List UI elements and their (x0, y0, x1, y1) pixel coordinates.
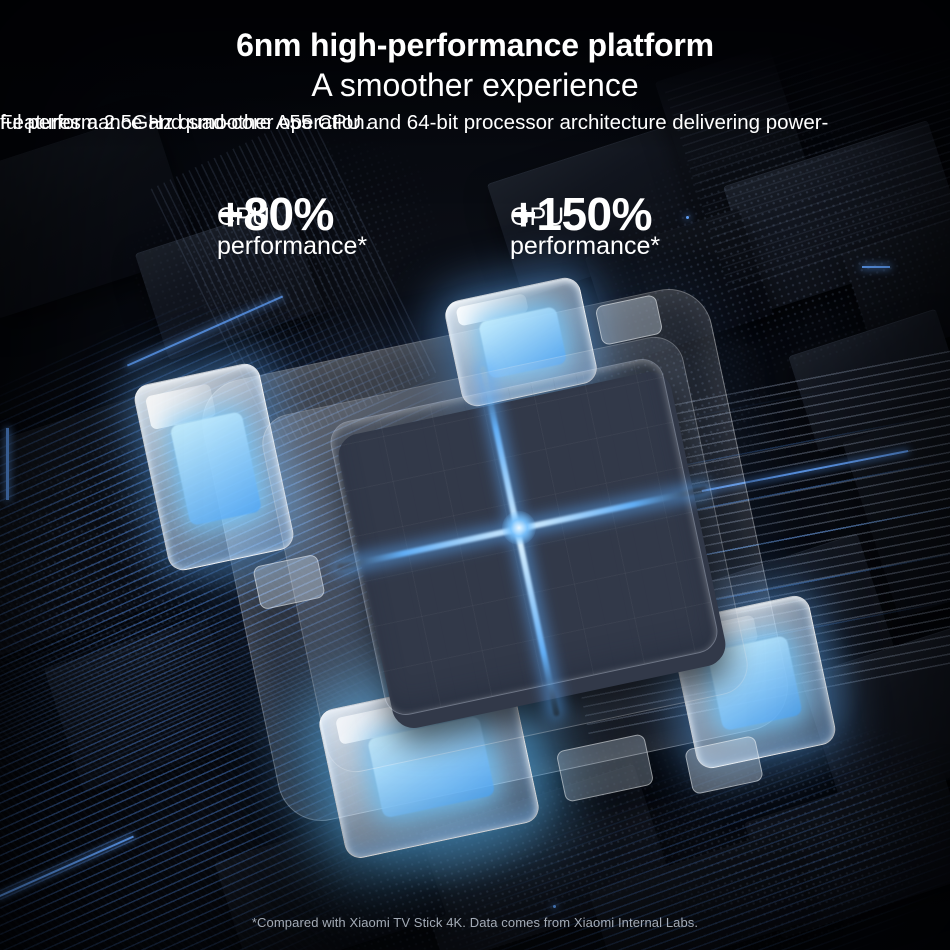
footnote: *Compared with Xiaomi TV Stick 4K. Data … (251, 915, 699, 930)
description-line-1: Features a 2.5GHz quad-core A55 CPU and … (0, 111, 829, 134)
description-line-2: ful performance and smoother operation. (0, 111, 371, 134)
glow-accent (686, 216, 689, 219)
cpu-stat-value: +80% (217, 188, 334, 240)
glow-accent (6, 428, 9, 500)
glow-accent (862, 266, 890, 268)
page-title: 6nm high-performance platform (236, 27, 714, 63)
top-shade-gradient (0, 0, 950, 150)
page-subtitle: A smoother experience (311, 67, 639, 103)
cpu-stat-label: CPU performance* (217, 203, 368, 260)
glow-accent (553, 905, 556, 908)
gpu-stat-label: GPU performance* (510, 203, 661, 260)
gpu-stat-value: +150% (510, 188, 653, 240)
